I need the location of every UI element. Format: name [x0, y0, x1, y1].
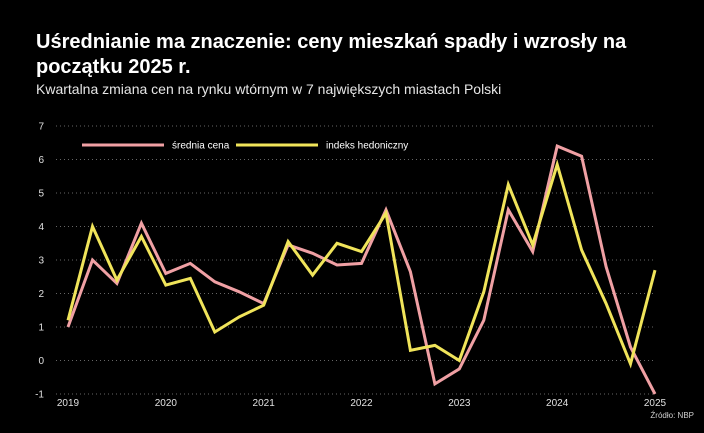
legend-label: indeks hedoniczny	[326, 141, 408, 152]
legend: średnia cena indeks hedoniczny	[82, 141, 408, 152]
y-tick-label: 7	[38, 122, 44, 133]
chart-title: Uśrednianie ma znaczenie: ceny mieszkań …	[36, 31, 627, 78]
x-tick-label: 2023	[448, 398, 471, 409]
series-line-srednia-cena	[66, 144, 657, 395]
y-tick-label: 4	[38, 222, 44, 233]
y-tick-label: -1	[35, 390, 44, 401]
x-tick-label: 2024	[546, 398, 569, 409]
x-tick-label: 2025	[644, 398, 667, 409]
y-tick-label: 3	[38, 256, 44, 267]
y-tick-label: 1	[38, 323, 44, 334]
y-tick-label: 2	[38, 289, 44, 300]
x-tick-label: 2020	[155, 398, 178, 409]
x-axis-ticks: 2019 2020 2021 2022 2023 2024 2025	[57, 398, 667, 409]
x-tick-label: 2021	[253, 398, 276, 409]
legend-label: średnia cena	[172, 141, 230, 152]
y-tick-label: 0	[38, 356, 44, 367]
y-axis-ticks: -1 0 1 2 3 4 5 6 7	[35, 122, 44, 401]
x-tick-label: 2019	[57, 398, 80, 409]
series-lines	[66, 144, 657, 395]
source-note: Źródło: NBP	[650, 411, 694, 420]
chart-subtitle: Kwartalna zmiana cen na rynku wtórnym w …	[36, 81, 502, 97]
y-tick-label: 6	[38, 155, 44, 166]
grid-lines	[56, 125, 655, 395]
x-tick-label: 2022	[350, 398, 373, 409]
y-tick-label: 5	[38, 189, 44, 200]
series-line-indeks-hedoniczny	[66, 159, 657, 369]
